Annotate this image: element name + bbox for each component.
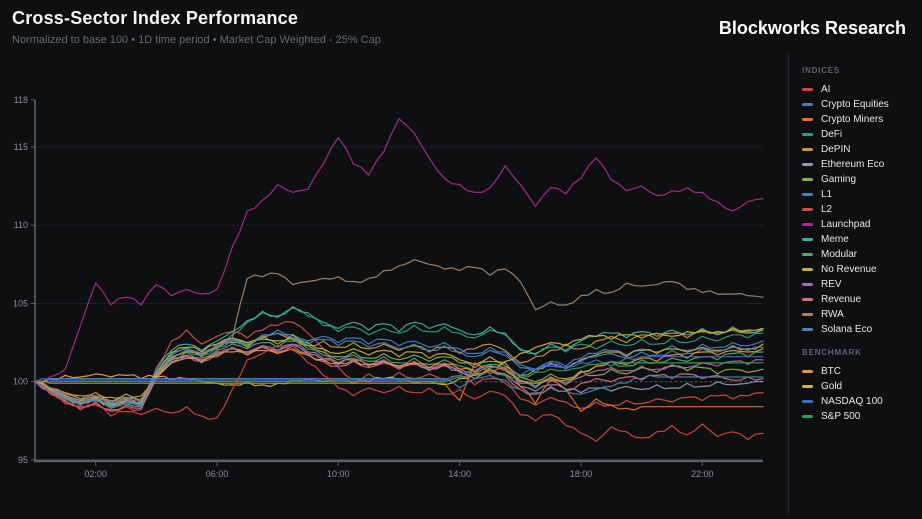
legend-item-l2[interactable]: L2 <box>802 202 922 217</box>
legend-item-l1[interactable]: L1 <box>802 187 922 202</box>
legend-swatch-meme <box>802 238 813 241</box>
series-line-crypto-equities[interactable] <box>34 374 764 395</box>
x-tick-label: 10:00 <box>327 469 350 479</box>
legend-item-label: NASDAQ 100 <box>821 396 883 407</box>
chart-plot-area[interactable]: 95 100 105 110 115 118 02:00 06:00 10:00 14:00 18:… <box>0 0 788 514</box>
chart-header: Cross-Sector Index Performance Normalize… <box>12 8 381 46</box>
legend-swatch-modular <box>802 253 813 256</box>
legend-item-label: DeFi <box>821 129 843 140</box>
legend-item-s-p-500[interactable]: S&P 500 <box>802 409 922 424</box>
legend-swatch-crypto-miners <box>802 118 813 121</box>
legend-item-solana-eco[interactable]: Solana Eco <box>802 322 922 337</box>
legend-item-label: Ethereum Eco <box>821 159 885 170</box>
legend-item-label: Launchpad <box>821 219 871 230</box>
legend-item-crypto-equities[interactable]: Crypto Equities <box>802 97 922 112</box>
series-line-meme[interactable] <box>34 306 764 408</box>
series-line-crypto-miners[interactable] <box>34 362 764 412</box>
series-line-solana-eco[interactable] <box>34 332 764 409</box>
legend-item-label: Solana Eco <box>821 324 873 335</box>
legend-item-label: Crypto Miners <box>821 114 884 125</box>
legend-item-label: BTC <box>821 366 841 377</box>
legend-item-modular[interactable]: Modular <box>802 247 922 262</box>
legend-swatch-no-revenue <box>802 268 813 271</box>
legend-swatch-btc <box>802 370 813 373</box>
legend-item-crypto-miners[interactable]: Crypto Miners <box>802 112 922 127</box>
legend-item-label: Gaming <box>821 174 857 185</box>
legend-item-launchpad[interactable]: Launchpad <box>802 217 922 232</box>
legend-swatch-defi <box>802 133 813 136</box>
y-tick-label: 100 <box>13 377 28 387</box>
series-line-btc[interactable] <box>34 348 764 399</box>
legend-item-label: Gold <box>821 381 843 392</box>
legend-item-label: AI <box>821 84 831 95</box>
legend-swatch-depin <box>802 148 813 151</box>
legend-swatch-launchpad <box>802 223 813 226</box>
legend-item-defi[interactable]: DeFi <box>802 127 922 142</box>
page-title: Cross-Sector Index Performance <box>12 8 299 28</box>
y-tick-label: 110 <box>14 220 28 230</box>
legend-swatch-nasdaq-100 <box>802 400 813 403</box>
series-line-nasdaq-100[interactable] <box>34 356 764 383</box>
legend-item-label: RWA <box>821 309 844 320</box>
legend-benchmark-list: BTC Gold NASDAQ 100 S&P 500 <box>802 364 922 424</box>
x-tick-label: 22:00 <box>691 469 714 479</box>
y-tick-label: 105 <box>13 299 28 309</box>
brand-logo: Blockworks Research <box>718 18 906 38</box>
legend-indices-header: INDICES <box>802 66 841 75</box>
legend-swatch-ethereum-eco <box>802 163 813 166</box>
legend-swatch-l2 <box>802 208 813 211</box>
series-line-ai[interactable] <box>34 345 764 442</box>
legend-item-label: Revenue <box>821 294 862 305</box>
legend-swatch-ai <box>802 88 813 91</box>
series-line-rwa[interactable] <box>34 259 764 402</box>
legend-item-label: REV <box>821 279 842 290</box>
series-line-l2[interactable] <box>34 321 764 412</box>
legend-item-label: S&P 500 <box>821 411 861 422</box>
legend-divider <box>788 54 789 514</box>
legend-benchmark-header: BENCHMARK <box>802 348 862 357</box>
legend-item-ethereum-eco[interactable]: Ethereum Eco <box>802 157 922 172</box>
legend-item-label: Modular <box>821 249 858 260</box>
x-tick-label: 14:00 <box>448 469 471 479</box>
legend-item-gold[interactable]: Gold <box>802 379 922 394</box>
y-tick-label: 95 <box>18 455 28 465</box>
legend-item-ai[interactable]: AI <box>802 82 922 97</box>
legend-item-label: DePIN <box>821 144 851 155</box>
legend-item-revenue[interactable]: Revenue <box>802 292 922 307</box>
legend-swatch-l1 <box>802 193 813 196</box>
line-chart[interactable]: 95 100 105 110 115 118 02:00 06:00 10:00 14:00 18:… <box>0 0 788 514</box>
legend-panel: INDICES AI Crypto Equities Crypto Miners De… <box>789 56 922 514</box>
legend-item-rev[interactable]: REV <box>802 277 922 292</box>
legend-swatch-revenue <box>802 298 813 301</box>
page-subtitle: Normalized to base 100 • 1D time period … <box>12 34 381 46</box>
y-tick-label: 118 <box>14 95 28 105</box>
legend-swatch-gaming <box>802 178 813 181</box>
legend-swatch-solana-eco <box>802 328 813 331</box>
legend-item-label: L1 <box>821 189 833 200</box>
series-line-launchpad[interactable] <box>34 118 764 383</box>
legend-item-meme[interactable]: Meme <box>802 232 922 247</box>
legend-item-label: Meme <box>821 234 849 245</box>
x-tick-label: 18:00 <box>570 469 593 479</box>
legend-swatch-rwa <box>802 313 813 316</box>
legend-swatch-rev <box>802 283 813 286</box>
legend-indices-list: AI Crypto Equities Crypto Miners DeFi DePIN E… <box>802 82 922 337</box>
legend-item-gaming[interactable]: Gaming <box>802 172 922 187</box>
legend-item-label: Crypto Equities <box>821 99 889 110</box>
legend-swatch-crypto-equities <box>802 103 813 106</box>
legend-item-nasdaq-100[interactable]: NASDAQ 100 <box>802 394 922 409</box>
series-line-s-p-500[interactable] <box>34 361 764 383</box>
x-tick-label: 02:00 <box>84 469 107 479</box>
legend-item-depin[interactable]: DePIN <box>802 142 922 157</box>
legend-swatch-s-p-500 <box>802 415 813 418</box>
legend-item-label: No Revenue <box>821 264 877 275</box>
y-tick-label: 115 <box>14 142 28 152</box>
legend-item-label: L2 <box>821 204 833 215</box>
x-tick-label: 06:00 <box>206 469 229 479</box>
legend-swatch-gold <box>802 385 813 388</box>
legend-item-btc[interactable]: BTC <box>802 364 922 379</box>
legend-item-rwa[interactable]: RWA <box>802 307 922 322</box>
legend-item-no-revenue[interactable]: No Revenue <box>802 262 922 277</box>
